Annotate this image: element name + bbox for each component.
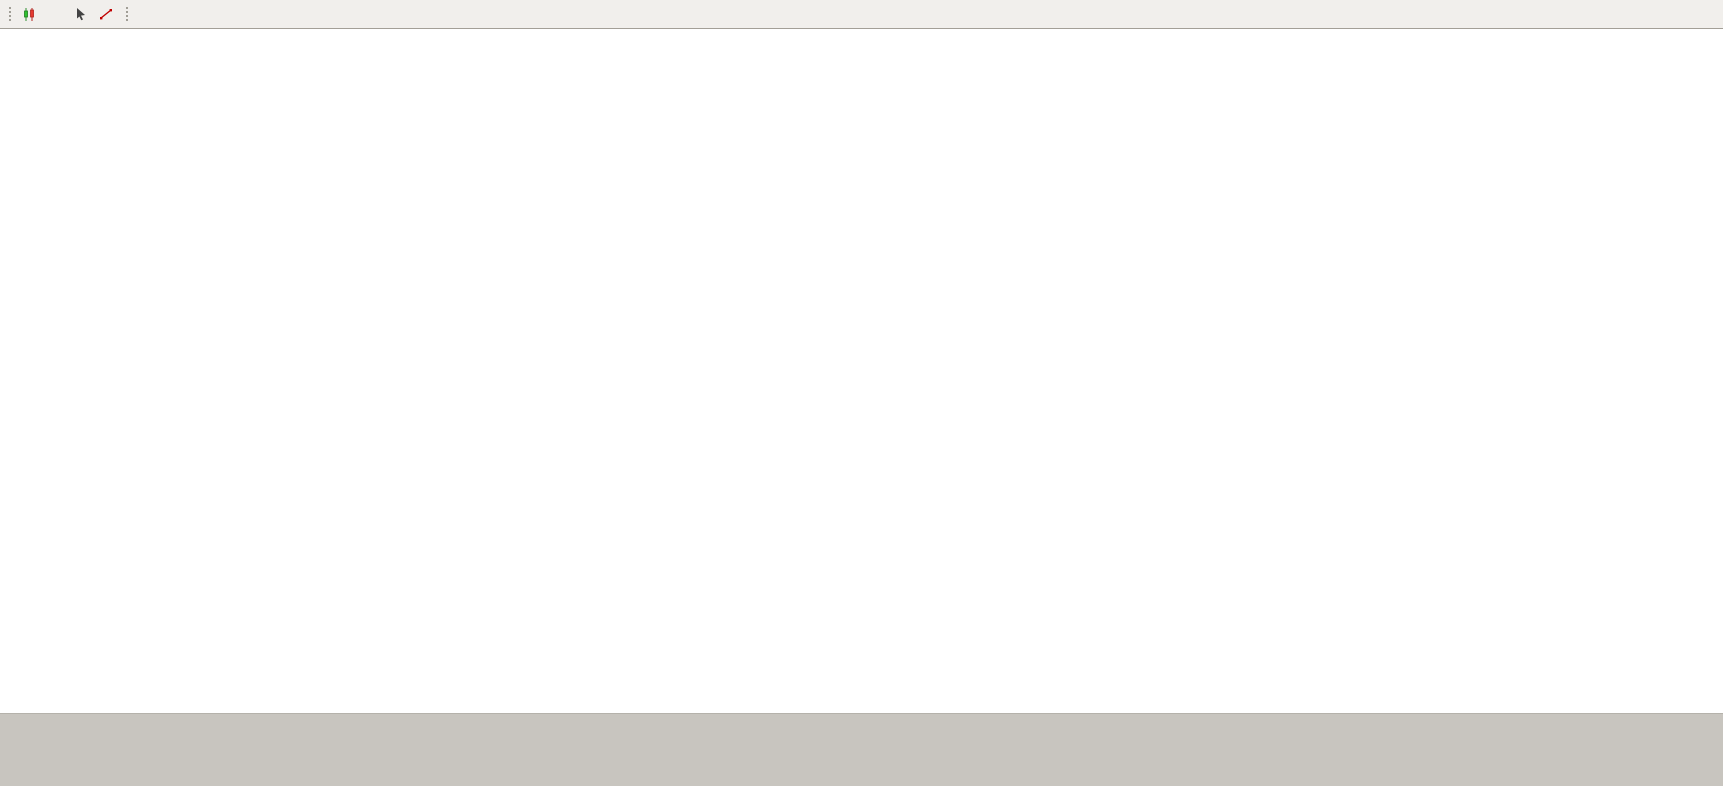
window-background: [0, 713, 1723, 786]
chart-window-button[interactable]: [17, 3, 41, 25]
cursor-icon: [77, 8, 85, 21]
toolbar-separator-grip[interactable]: [124, 5, 129, 23]
toolbar-drag-grip[interactable]: [7, 5, 12, 23]
cursor-tool-button[interactable]: [69, 3, 93, 25]
trendline-icon: [100, 9, 112, 20]
line-tools-dropdown[interactable]: [95, 3, 119, 25]
top-toolbar: [0, 0, 1723, 29]
candlestick-chart-icon: [23, 7, 34, 21]
chart-area[interactable]: [0, 29, 1723, 713]
chart-canvas[interactable]: [0, 29, 1723, 713]
toolbar-button-a[interactable]: [43, 3, 67, 25]
